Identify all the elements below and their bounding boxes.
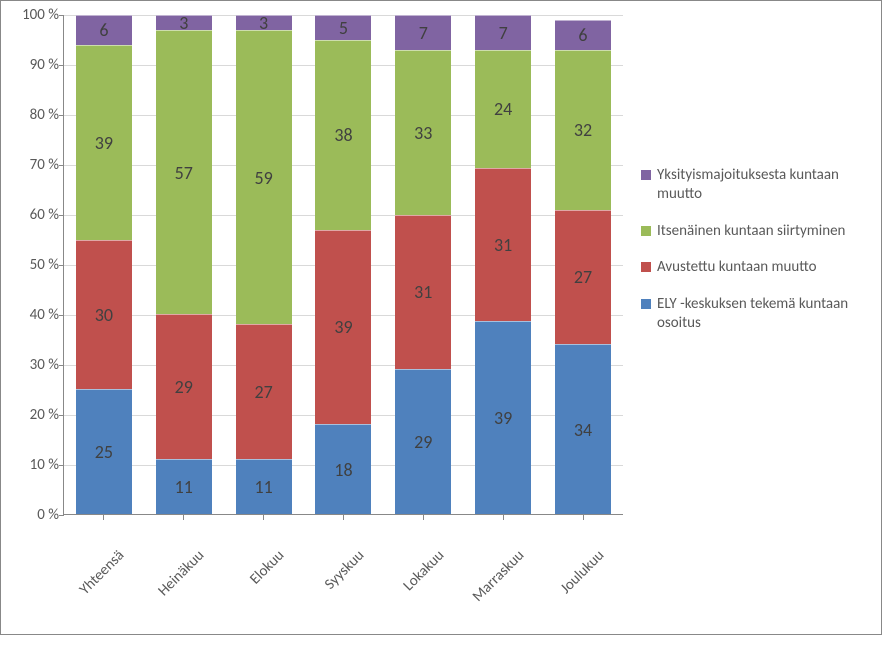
bar-segment-yksit: 3 (156, 15, 212, 30)
legend-item: Yksityismajoituksesta kuntaan muutto (641, 166, 871, 204)
x-axis-label: Yhteensä (91, 531, 201, 641)
bar-segment-yksit: 6 (76, 15, 132, 45)
x-axis-labels: YhteensäHeinäkuuElokuuSyyskuuLokakuuMarr… (63, 521, 623, 621)
legend-label: ELY -keskuksen tekemä kuntaan osoitus (657, 295, 871, 333)
y-tick-mark (59, 165, 64, 166)
y-tick-mark (59, 515, 64, 516)
bar-segment-avust: 39 (315, 230, 371, 425)
x-tick-mark (263, 515, 264, 520)
bar-segment-ely: 34 (555, 344, 611, 514)
bar-segment-yksit: 5 (315, 15, 371, 40)
x-tick-mark (583, 515, 584, 520)
plot-area: 2530396112957311275931839385293133739312… (63, 15, 623, 515)
bar-segment-yksit: 7 (475, 15, 531, 50)
x-tick-mark (503, 515, 504, 520)
bar-group: 1839385 (315, 15, 371, 514)
legend-swatch (641, 170, 651, 180)
x-axis-label: Heinäkuu (171, 531, 281, 641)
y-tick-label: 70 % (15, 156, 59, 174)
legend-label: Yksityismajoituksesta kuntaan muutto (657, 166, 871, 204)
bar-segment-avust: 27 (236, 324, 292, 459)
y-tick-mark (59, 215, 64, 216)
y-tick-label: 40 % (15, 306, 59, 324)
y-tick-label: 80 % (15, 106, 59, 124)
legend-swatch (641, 262, 651, 272)
bar-segment-ely: 11 (236, 459, 292, 514)
bar-segment-yksit: 3 (236, 15, 292, 30)
bar-segment-itse: 39 (76, 45, 132, 240)
bar-segment-avust: 29 (156, 314, 212, 459)
y-tick-mark (59, 415, 64, 416)
bar-group: 2530396 (76, 15, 132, 514)
bar-segment-itse: 38 (315, 40, 371, 230)
bar-segment-ely: 29 (395, 369, 451, 514)
bar-group: 1129573 (156, 15, 212, 514)
bar-segment-ely: 11 (156, 459, 212, 514)
bar-segment-ely: 25 (76, 389, 132, 514)
bar-segment-avust: 31 (475, 168, 531, 321)
stacked-bar-chart: 2530396112957311275931839385293133739312… (0, 0, 882, 635)
y-tick-label: 0 % (15, 506, 59, 524)
x-axis-label: Lokakuu (411, 531, 521, 641)
legend-swatch (641, 226, 651, 236)
legend: Yksityismajoituksesta kuntaan muutto Itse… (641, 166, 871, 351)
x-axis-label: Elokuu (251, 531, 361, 641)
y-tick-mark (59, 465, 64, 466)
x-tick-mark (183, 515, 184, 520)
bars-wrapper: 2530396112957311275931839385293133739312… (64, 15, 623, 514)
bar-segment-itse: 59 (236, 30, 292, 324)
bar-segment-yksit: 7 (395, 15, 451, 50)
y-tick-label: 10 % (15, 456, 59, 474)
bar-segment-itse: 33 (395, 50, 451, 215)
bar-segment-itse: 57 (156, 30, 212, 314)
y-tick-mark (59, 115, 64, 116)
y-tick-mark (59, 265, 64, 266)
y-tick-label: 50 % (15, 256, 59, 274)
bar-group: 3427326 (555, 15, 611, 514)
x-axis-label: Syyskuu (331, 531, 441, 641)
bar-segment-avust: 27 (555, 210, 611, 345)
bar-segment-itse: 32 (555, 50, 611, 210)
x-tick-mark (423, 515, 424, 520)
y-tick-mark (59, 65, 64, 66)
bar-segment-ely: 18 (315, 424, 371, 514)
legend-item: Avustettu kuntaan muutto (641, 258, 871, 277)
x-axis-label: Joulukuu (571, 531, 681, 641)
bar-segment-itse: 24 (475, 50, 531, 169)
y-tick-mark (59, 365, 64, 366)
bar-group: 3931247 (475, 15, 531, 514)
y-tick-label: 100 % (15, 6, 59, 24)
legend-swatch (641, 299, 651, 309)
bar-segment-yksit: 6 (555, 20, 611, 50)
bar-group: 2931337 (395, 15, 451, 514)
y-tick-mark (59, 15, 64, 16)
y-tick-label: 30 % (15, 356, 59, 374)
bar-group: 1127593 (236, 15, 292, 514)
legend-item: Itsenäinen kuntaan siirtyminen (641, 222, 871, 241)
x-axis-label: Marraskuu (491, 531, 601, 641)
bar-segment-avust: 30 (76, 240, 132, 390)
y-tick-label: 90 % (15, 56, 59, 74)
bar-segment-ely: 39 (475, 321, 531, 514)
x-tick-mark (103, 515, 104, 520)
y-tick-label: 60 % (15, 206, 59, 224)
y-tick-mark (59, 315, 64, 316)
legend-label: Avustettu kuntaan muutto (657, 258, 817, 277)
y-tick-label: 20 % (15, 406, 59, 424)
bar-segment-avust: 31 (395, 215, 451, 370)
x-tick-mark (343, 515, 344, 520)
legend-label: Itsenäinen kuntaan siirtyminen (657, 222, 845, 241)
legend-item: ELY -keskuksen tekemä kuntaan osoitus (641, 295, 871, 333)
